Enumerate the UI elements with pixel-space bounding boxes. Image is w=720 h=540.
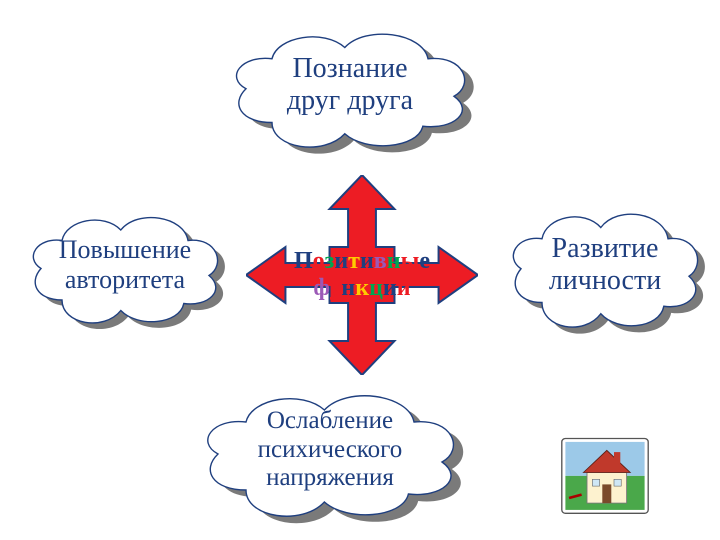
cloud-authority: Повышение авторитета — [20, 195, 230, 335]
cloud-tension: Ослабление психического напряжения — [190, 370, 470, 530]
cloud-personality: Развитие личности — [500, 190, 710, 340]
center-arrow-cross: Позитивныефункции — [246, 175, 478, 375]
cloud-icon — [500, 190, 710, 340]
center-text: Позитивныефункции — [246, 175, 478, 375]
cloud-icon — [220, 10, 480, 160]
cloud-knowledge: Познание друг друга — [220, 10, 480, 160]
diagram-stage: Позитивныефункции Познание друг друга Пов… — [0, 0, 720, 540]
house-illustration — [560, 430, 650, 515]
cloud-icon — [190, 370, 470, 530]
house-icon — [560, 430, 650, 515]
cloud-icon — [20, 195, 230, 335]
